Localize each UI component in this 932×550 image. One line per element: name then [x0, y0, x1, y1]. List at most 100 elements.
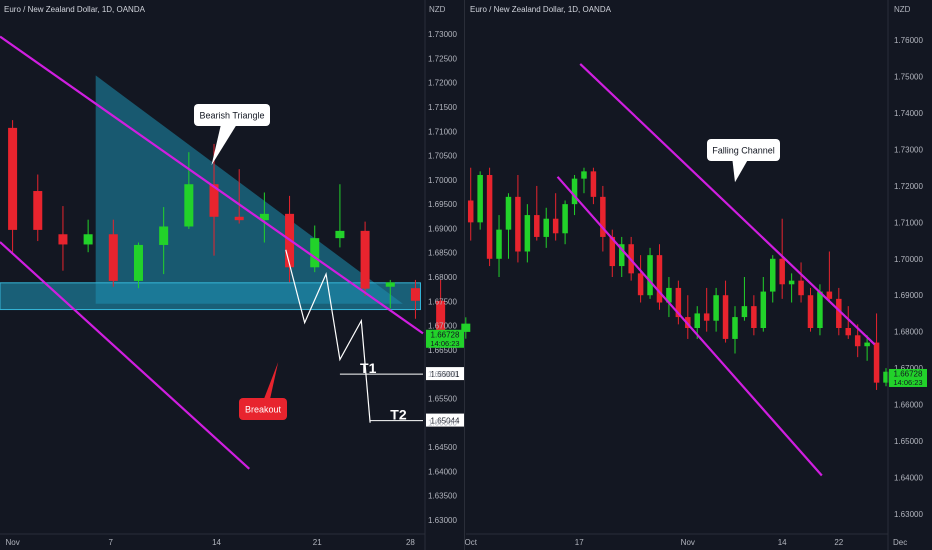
candle-body: [184, 184, 194, 227]
price-tick-label: 1.64000: [428, 467, 457, 476]
bar-countdown: 14:06:23: [893, 378, 922, 387]
level-tag: [426, 413, 464, 427]
bearish-triangle-callout-label: Bearish Triangle: [199, 111, 264, 121]
candle-body: [656, 255, 663, 303]
left-chart: T1 T2 1.66001 1.65044 1.73000 1.72500 1.72000 1…: [0, 0, 471, 550]
candle-body: [637, 273, 644, 296]
price-tick-label: 1.70000: [894, 255, 923, 264]
candle-body: [590, 171, 597, 197]
price-tick-label: 1.68000: [428, 273, 457, 282]
candle-body: [534, 215, 540, 237]
panel-divider: [464, 0, 465, 550]
candle-body: [209, 184, 219, 217]
candle-body: [486, 175, 493, 259]
price-tick-label: 1.65000: [894, 437, 923, 446]
price-tick-label: 1.66500: [428, 346, 457, 355]
triangle-fill: [95, 75, 403, 304]
price-tick-label: 1.72500: [428, 54, 457, 63]
candle-body: [817, 291, 823, 328]
falling-channel-callout-pointer: [732, 161, 748, 183]
candle-body: [461, 323, 471, 332]
breakout-callout-label: Breakout: [245, 405, 282, 415]
price-tick-label: 1.71000: [428, 127, 457, 136]
candle-body: [467, 200, 474, 223]
falling-channel-callout-box: [707, 139, 780, 161]
price-tick-label: 1.72000: [428, 79, 457, 88]
candle-body: [713, 295, 719, 321]
candle-body: [703, 313, 710, 321]
candle-body: [666, 287, 672, 303]
candle-body: [760, 291, 767, 328]
price-tick-label: 1.63000: [428, 516, 457, 525]
right-chart: 1.76000 1.75000 1.74000 1.73000 1.72000 1.710…: [464, 0, 927, 550]
price-tick-label: 1.73000: [894, 146, 923, 155]
candle-body: [788, 280, 795, 285]
price-tick-label: 1.66000: [428, 370, 457, 379]
candle-body: [259, 213, 269, 221]
current-price-tag: [889, 368, 927, 387]
candle-body: [581, 171, 587, 179]
time-tick-label: 14: [778, 538, 787, 547]
candle-body: [647, 255, 653, 296]
price-tick-label: 1.64500: [428, 443, 457, 452]
candle-body: [883, 371, 889, 383]
candle-body: [609, 236, 616, 267]
candle-body: [836, 298, 842, 328]
candle-body: [751, 306, 757, 328]
candle-body: [543, 218, 549, 237]
candle-body: [515, 196, 521, 252]
target1-label: T1: [360, 360, 377, 376]
candle-body: [133, 244, 143, 281]
price-tick-label: 1.65500: [428, 394, 457, 403]
candle-body: [722, 295, 729, 339]
right-price-unit: NZD: [894, 5, 911, 14]
candle-body: [477, 175, 483, 223]
candle-body: [108, 234, 118, 281]
candle-body: [310, 238, 320, 268]
candle-body: [360, 230, 370, 289]
candle-body: [552, 218, 559, 234]
breakout-callout-box: [239, 398, 287, 420]
channel-upper-line: [579, 63, 876, 346]
time-tick-label: 22: [834, 538, 843, 547]
upper-trendline: [0, 35, 424, 335]
bar-countdown: 14:06:23: [430, 339, 459, 348]
candle-body: [600, 196, 606, 237]
candle-body: [854, 335, 861, 347]
bearish-triangle-callout-pointer: [211, 126, 236, 166]
candle-body: [779, 258, 785, 285]
candle-body: [741, 306, 748, 318]
current-price-value: 1.66728: [431, 330, 460, 339]
bearish-triangle-callout-box: [194, 104, 270, 126]
candle-body: [159, 226, 169, 245]
time-tick-label: 14: [212, 538, 221, 547]
candle-body: [845, 328, 851, 336]
price-tick-label: 1.65000: [428, 419, 457, 428]
level-tag-value: 1.65044: [431, 417, 460, 426]
candle-body: [694, 313, 700, 328]
candle-body: [8, 127, 18, 230]
price-tick-label: 1.70000: [428, 176, 457, 185]
current-price-tag: [426, 329, 464, 348]
time-tick-label: 21: [313, 538, 322, 547]
price-tick-label: 1.67500: [428, 297, 457, 306]
price-tick-label: 1.68500: [428, 249, 457, 258]
price-tick-label: 1.69500: [428, 200, 457, 209]
price-tick-label: 1.64000: [894, 473, 923, 482]
time-tick-label: 17: [575, 538, 584, 547]
candle-body: [864, 342, 870, 347]
candle-body: [873, 342, 880, 383]
lower-trendline: [0, 241, 251, 470]
price-tick-label: 1.70500: [428, 152, 457, 161]
price-tick-label: 1.67000: [894, 364, 923, 373]
candle-body: [410, 288, 420, 301]
candle-body: [505, 196, 512, 230]
channel-lower-line: [556, 176, 823, 477]
price-tick-label: 1.63000: [894, 510, 923, 519]
candle-body: [732, 317, 738, 339]
candle-body: [33, 191, 43, 230]
right-chart-title: Euro / New Zealand Dollar, 1D, OANDA: [470, 5, 611, 14]
level-tag-value: 1.66001: [431, 370, 460, 379]
price-tick-label: 1.72000: [894, 182, 923, 191]
